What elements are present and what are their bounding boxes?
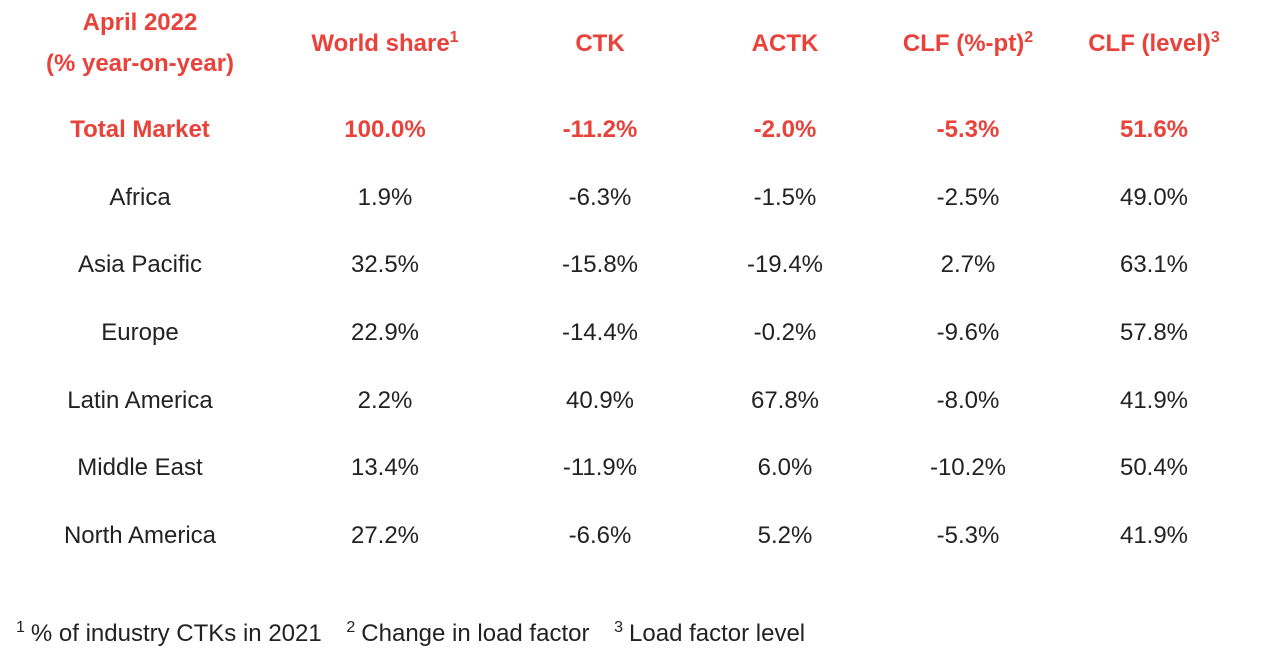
region-cell: Total Market — [70, 116, 210, 143]
header-ctk: CTK — [500, 24, 700, 64]
header-world-share: World share1 — [285, 24, 485, 64]
actk-cell: 67.8% — [750, 387, 820, 414]
region-cell: Asia Pacific — [77, 251, 203, 278]
table-header-row: April 2022 (% year-on-year) World share1… — [0, 9, 1276, 77]
header-period-line2: (% year-on-year) — [45, 50, 235, 77]
world-share-cell: 13.4% — [350, 454, 420, 481]
clf-level-cell: 51.6% — [1119, 116, 1189, 143]
footnote-3-text: Load factor level — [629, 620, 806, 647]
world-share-cell: 27.2% — [350, 522, 420, 549]
world-share-cell: 100.0% — [344, 116, 426, 143]
clf-level-cell: 50.4% — [1119, 454, 1189, 481]
header-clf-level-note: 3 — [1210, 29, 1220, 46]
table-row-africa: Africa 1.9% -6.3% -1.5% -2.5% 49.0% — [0, 178, 1276, 218]
world-share-cell: 32.5% — [350, 251, 420, 278]
clf-pt-cell: -2.5% — [936, 184, 1000, 211]
table-row-asia-pacific: Asia Pacific 32.5% -15.8% -19.4% 2.7% 63… — [0, 245, 1276, 285]
clf-pt-cell: -8.0% — [936, 387, 1000, 414]
actk-cell: -0.2% — [753, 319, 817, 346]
clf-level-cell: 57.8% — [1119, 319, 1189, 346]
ctk-cell: -6.3% — [568, 184, 632, 211]
actk-cell: -1.5% — [753, 184, 817, 211]
actk-cell: -19.4% — [746, 251, 824, 278]
clf-pt-cell: 2.7% — [940, 251, 996, 278]
footnote-2: 2 Change in load factor — [346, 619, 590, 648]
header-actk: ACTK — [685, 24, 885, 64]
actk-cell: 5.2% — [757, 522, 813, 549]
footnote-1-mark: 1 — [16, 619, 25, 636]
clf-pt-cell: -10.2% — [929, 454, 1007, 481]
region-cell: Africa — [109, 184, 171, 211]
ctk-cell: -15.8% — [561, 251, 639, 278]
ctk-cell: -11.2% — [562, 116, 638, 143]
region-cell: Middle East — [77, 454, 203, 481]
actk-cell: -2.0% — [753, 116, 817, 143]
ctk-cell: -6.6% — [568, 522, 632, 549]
header-clf-level-label: CLF (level) — [1088, 30, 1211, 57]
actk-cell: 6.0% — [757, 454, 813, 481]
table-row-total-market: Total Market 100.0% -11.2% -2.0% -5.3% 5… — [0, 110, 1276, 150]
clf-level-cell: 41.9% — [1119, 522, 1189, 549]
ctk-cell: -11.9% — [562, 454, 638, 481]
region-cell: North America — [63, 522, 217, 549]
header-clf-pt-note: 2 — [1024, 29, 1034, 46]
world-share-cell: 2.2% — [357, 387, 413, 414]
region-cell: Latin America — [67, 387, 213, 414]
footnotes: 1 % of industry CTKs in 2021 2 Change in l… — [16, 612, 823, 656]
world-share-cell: 22.9% — [350, 319, 420, 346]
clf-level-cell: 63.1% — [1119, 251, 1189, 278]
footnote-2-text: Change in load factor — [361, 620, 590, 647]
footnote-3-mark: 3 — [614, 619, 624, 636]
table-row-north-america: North America 27.2% -6.6% 5.2% -5.3% 41.… — [0, 516, 1276, 556]
table-row-europe: Europe 22.9% -14.4% -0.2% -9.6% 57.8% — [0, 313, 1276, 353]
clf-level-cell: 41.9% — [1119, 387, 1189, 414]
table-row-latin-america: Latin America 2.2% 40.9% 67.8% -8.0% 41.… — [0, 381, 1276, 421]
header-period: April 2022 (% year-on-year) — [0, 2, 280, 84]
footnote-1: 1 % of industry CTKs in 2021 — [16, 619, 322, 648]
ctk-cell: -14.4% — [561, 319, 639, 346]
region-cell: Europe — [101, 319, 179, 346]
header-period-line1: April 2022 — [82, 9, 198, 36]
footnote-3: 3 Load factor level — [614, 619, 806, 648]
ctk-cell: 40.9% — [565, 387, 635, 414]
header-clf-level: CLF (level)3 — [1054, 24, 1254, 64]
header-clf-pt: CLF (%-pt)2 — [868, 24, 1068, 64]
clf-level-cell: 49.0% — [1119, 184, 1189, 211]
header-world-share-note: 1 — [449, 29, 459, 46]
table-row-middle-east: Middle East 13.4% -11.9% 6.0% -10.2% 50.… — [0, 448, 1276, 488]
world-share-cell: 1.9% — [357, 184, 413, 211]
header-world-share-label: World share — [311, 30, 450, 57]
clf-pt-cell: -5.3% — [936, 116, 1000, 143]
clf-pt-cell: -9.6% — [936, 319, 1000, 346]
header-clf-pt-label: CLF (%-pt) — [902, 30, 1025, 57]
header-ctk-label: CTK — [575, 30, 625, 57]
header-actk-label: ACTK — [751, 30, 819, 57]
footnote-1-text: % of industry CTKs in 2021 — [30, 620, 322, 647]
clf-pt-cell: -5.3% — [936, 522, 1000, 549]
footnote-2-mark: 2 — [346, 619, 356, 636]
